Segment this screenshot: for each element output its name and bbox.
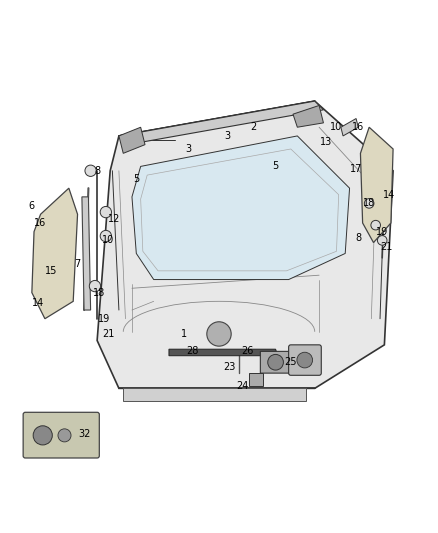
- Text: 5: 5: [272, 161, 279, 172]
- Text: 21: 21: [380, 242, 393, 252]
- Text: 12: 12: [108, 214, 121, 224]
- FancyBboxPatch shape: [23, 413, 99, 458]
- Text: 13: 13: [319, 138, 332, 148]
- Circle shape: [297, 352, 313, 368]
- Circle shape: [58, 429, 71, 442]
- Polygon shape: [132, 136, 350, 279]
- Text: 14: 14: [383, 190, 395, 200]
- Circle shape: [378, 236, 387, 245]
- Circle shape: [89, 280, 101, 292]
- Text: 18: 18: [363, 198, 375, 208]
- Circle shape: [100, 206, 112, 218]
- Polygon shape: [341, 118, 358, 136]
- Text: 28: 28: [187, 346, 199, 357]
- Polygon shape: [32, 188, 78, 319]
- Text: 25: 25: [285, 357, 297, 367]
- Text: 5: 5: [133, 174, 139, 184]
- Circle shape: [85, 165, 96, 176]
- Polygon shape: [97, 101, 393, 389]
- Polygon shape: [82, 197, 91, 310]
- Circle shape: [268, 354, 283, 370]
- Text: 18: 18: [93, 288, 106, 297]
- Text: 19: 19: [98, 314, 110, 324]
- Text: 23: 23: [224, 361, 236, 372]
- Polygon shape: [169, 349, 278, 356]
- Text: 3: 3: [185, 144, 191, 154]
- Circle shape: [207, 322, 231, 346]
- Text: 14: 14: [32, 298, 45, 309]
- Polygon shape: [123, 389, 306, 401]
- Polygon shape: [119, 101, 323, 144]
- Polygon shape: [260, 351, 293, 373]
- Text: 6: 6: [29, 200, 35, 211]
- Circle shape: [100, 230, 112, 241]
- Text: 10: 10: [330, 122, 343, 132]
- Polygon shape: [119, 127, 145, 154]
- Polygon shape: [250, 373, 262, 386]
- Circle shape: [33, 426, 52, 445]
- Text: 32: 32: [78, 429, 90, 439]
- Text: 10: 10: [102, 236, 114, 245]
- Text: 8: 8: [94, 166, 100, 176]
- Text: 21: 21: [102, 329, 114, 339]
- Text: 15: 15: [45, 266, 58, 276]
- Polygon shape: [293, 106, 323, 127]
- Text: 24: 24: [237, 381, 249, 391]
- Text: 26: 26: [241, 346, 254, 357]
- Text: 8: 8: [355, 233, 361, 243]
- Text: 19: 19: [376, 227, 389, 237]
- Text: 3: 3: [225, 131, 231, 141]
- Circle shape: [364, 199, 374, 208]
- FancyBboxPatch shape: [289, 345, 321, 375]
- Circle shape: [371, 220, 381, 230]
- Text: 16: 16: [35, 218, 47, 228]
- Polygon shape: [360, 127, 393, 243]
- Text: 7: 7: [74, 260, 81, 269]
- Text: 16: 16: [352, 122, 364, 132]
- Text: 1: 1: [181, 329, 187, 339]
- Text: 17: 17: [350, 164, 362, 174]
- Text: 2: 2: [251, 122, 257, 132]
